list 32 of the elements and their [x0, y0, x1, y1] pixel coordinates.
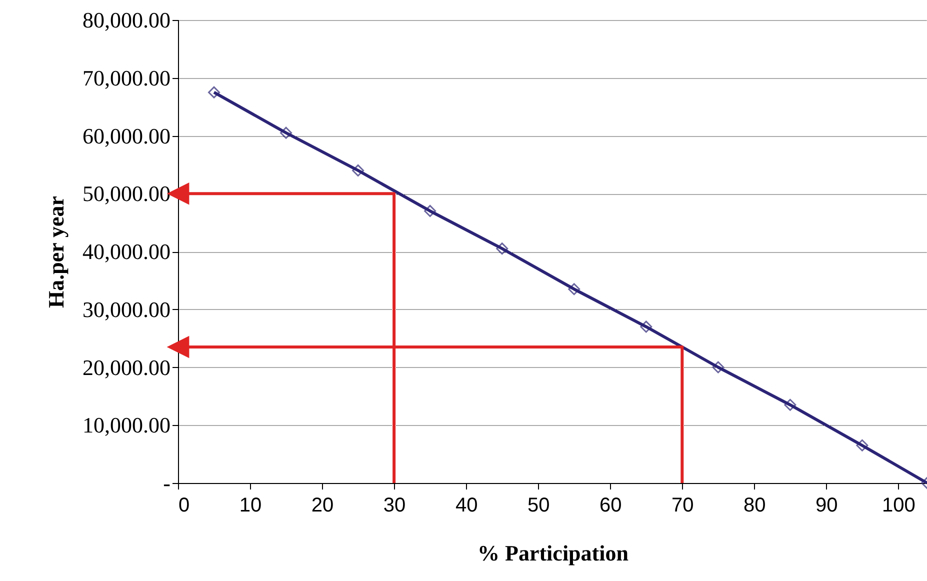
x-tick-label: 30	[383, 494, 406, 516]
y-tick-label: 20,000.00	[82, 354, 170, 380]
y-tick-label: 10,000.00	[82, 412, 170, 438]
x-tick-label: 40	[455, 494, 478, 516]
y-tick-label: -	[163, 470, 170, 496]
point	[352, 164, 364, 176]
x-tick-label: 10	[239, 494, 262, 516]
x-tick-label: 90	[816, 494, 838, 516]
y-tick-label: 60,000.00	[82, 123, 170, 148]
x-tick-label: 60	[599, 494, 622, 516]
y-tick-label: 50,000.00	[82, 181, 170, 206]
x-axis-title: % Participation	[478, 540, 628, 566]
y-axis-title: Ha.per year	[44, 196, 68, 308]
x-tick-label: 70	[672, 494, 694, 516]
x-tick-label: 80	[744, 494, 766, 516]
x-tick-label: 50	[527, 494, 550, 516]
y-tick-label: 40,000.00	[82, 239, 170, 264]
point	[784, 398, 796, 411]
point	[280, 126, 292, 139]
point	[496, 242, 508, 255]
y-tick-label: 80,000.00	[82, 8, 170, 32]
point	[640, 320, 652, 333]
x-tick-label: 100	[882, 494, 916, 516]
point	[712, 361, 724, 374]
x-tick-label: 0	[178, 494, 190, 516]
point	[856, 439, 868, 452]
y-tick-label: 30,000.00	[82, 296, 170, 322]
point	[568, 283, 580, 296]
x-tick-label: 20	[311, 494, 334, 516]
point	[208, 86, 220, 98]
y-tick-label: 70,000.00	[82, 65, 170, 90]
point	[424, 204, 436, 217]
